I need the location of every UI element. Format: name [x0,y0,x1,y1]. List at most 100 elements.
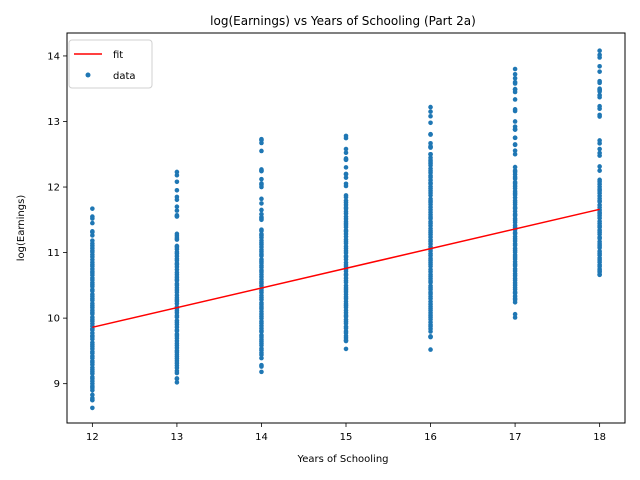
data-point [259,196,264,202]
data-point [597,268,602,274]
data-point [597,103,602,109]
data-point [512,179,518,185]
data-point [259,136,264,142]
data-point [512,107,518,112]
x-tick-label: 18 [593,432,606,443]
data-point [343,338,349,344]
data-point [90,374,95,380]
data-point [90,392,95,398]
data-point [428,166,433,171]
y-tick-label: 14 [47,51,60,62]
chart-title: log(Earnings) vs Years of Schooling (Par… [210,14,476,28]
data-point [343,346,349,352]
data-point [343,283,349,288]
data-point [512,127,518,132]
fit-line-group [92,208,600,329]
data-point [90,314,95,320]
y-tick-label: 13 [47,117,60,128]
data-point [512,151,518,157]
data-point [259,201,264,206]
x-tick-label: 15 [340,432,353,443]
data-point [174,235,180,241]
legend: fit data [68,39,153,89]
data-point [597,86,602,92]
data-point [259,140,264,146]
data-point [428,109,433,114]
data-point [512,66,518,72]
data-point [343,133,349,139]
data-point [428,104,433,110]
data-point [597,69,602,74]
data-point [597,168,602,173]
data-point [512,168,518,173]
data-point [512,135,518,141]
data-point [259,231,264,237]
data-point [343,175,349,180]
data-point [259,207,264,213]
data-point [259,362,264,368]
data-point [428,120,433,126]
data-point [174,188,180,193]
data-point [90,340,95,345]
data-point [174,370,180,376]
data-point [512,75,518,81]
data-point [343,171,349,177]
x-tick-label: 14 [255,432,268,443]
data-point [90,216,95,221]
data-point [428,334,433,339]
x-axis-label: Years of Schooling [296,454,388,465]
data-point [174,204,180,209]
data-point [597,248,602,254]
data-point [343,165,349,170]
y-tick-label: 10 [47,314,60,325]
data-point [259,300,264,306]
data-point [343,150,349,155]
data-point [428,283,433,289]
data-point [90,395,95,401]
data-point [512,89,518,95]
data-point [597,179,602,185]
data-point [597,78,602,84]
legend-fit-label: fit [113,50,123,61]
y-tick-label: 12 [47,183,60,194]
data-point [174,179,180,185]
fit-line [92,208,600,329]
data-point [343,157,349,162]
data-point [259,211,264,217]
data-point [512,311,518,317]
legend-data-swatch [85,72,91,78]
y-tick-label: 9 [54,379,60,390]
x-tick-label: 13 [171,432,184,443]
data-point [428,151,433,157]
data-point [259,369,264,375]
data-point [428,113,433,119]
data-point [597,112,602,118]
data-point [174,376,180,381]
data-point [174,318,180,323]
data-point [343,181,349,187]
data-point [597,138,602,143]
data-point [259,168,264,173]
data-point [90,238,95,243]
data-point [174,243,180,249]
data-point [597,202,602,208]
data-point [174,231,180,237]
data-point [259,332,264,338]
data-point [597,239,602,245]
data-point [174,208,180,213]
data-point [90,292,95,297]
data-point [259,176,264,182]
data-point [512,297,518,303]
data-point [90,206,95,211]
data-point [259,148,264,154]
data-point [174,172,180,178]
data-point [259,355,264,361]
data-point [512,71,518,77]
data-points [90,48,602,411]
data-point [597,94,602,100]
data-point [259,184,264,190]
data-point [90,233,95,238]
data-point [512,97,518,102]
y-axis-ticks: 9 10 11 12 13 14 [47,51,67,390]
